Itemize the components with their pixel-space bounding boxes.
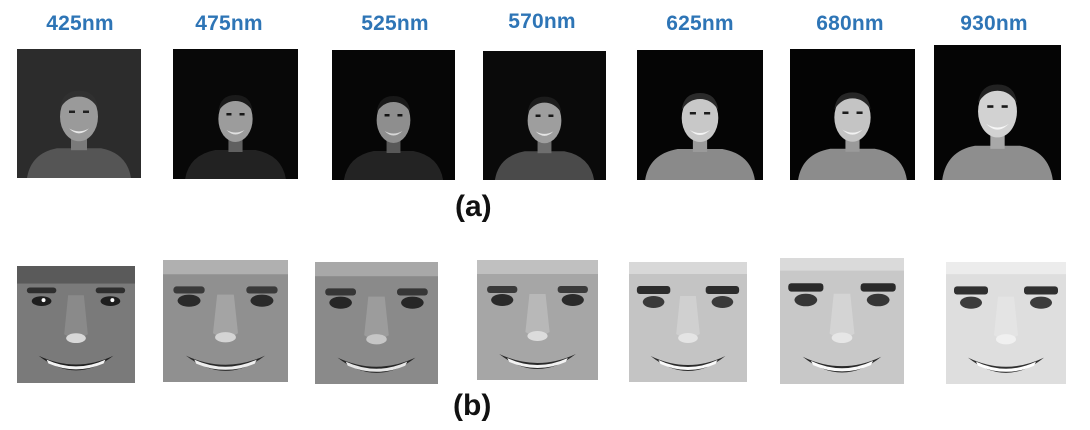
- photo-crop-525: [315, 262, 438, 384]
- photo-full-425: [17, 49, 141, 178]
- wavelength-label-570: 570nm: [508, 10, 576, 33]
- photo-crop-475: [163, 260, 288, 382]
- photo-crop-570: [477, 260, 598, 380]
- panel-label-a: (a): [455, 190, 492, 223]
- photo-crop-930: [946, 262, 1066, 384]
- photo-full-625: [637, 50, 763, 180]
- wavelength-label-625: 625nm: [666, 12, 734, 35]
- photo-crop-625: [629, 262, 747, 382]
- photo-full-680: [790, 49, 915, 180]
- photo-full-525: [332, 50, 455, 180]
- wavelength-label-525: 525nm: [361, 12, 429, 35]
- wavelength-label-930: 930nm: [960, 12, 1028, 35]
- photo-crop-425: [17, 266, 135, 383]
- panel-label-b: (b): [453, 389, 492, 422]
- photo-full-570: [483, 51, 606, 180]
- photo-full-930: [934, 45, 1061, 180]
- photo-crop-680: [780, 258, 904, 384]
- wavelength-label-425: 425nm: [46, 12, 114, 35]
- photo-full-475: [173, 49, 298, 179]
- wavelength-label-680: 680nm: [816, 12, 884, 35]
- wavelength-label-475: 475nm: [195, 12, 263, 35]
